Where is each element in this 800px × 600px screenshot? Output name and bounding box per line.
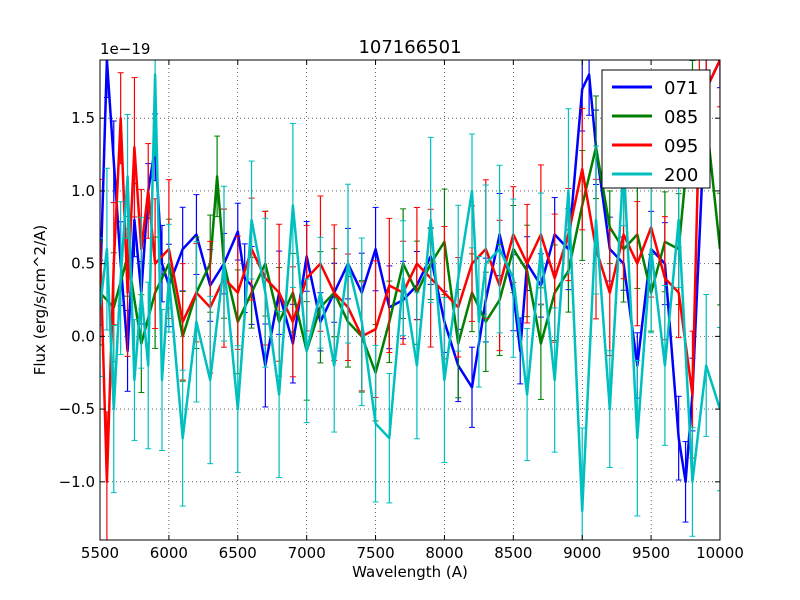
chart-title: 107166501 bbox=[358, 37, 461, 58]
x-tick-label: 10000 bbox=[696, 544, 744, 562]
y-tick-label: −1.0 bbox=[59, 473, 95, 491]
legend-label-200: 200 bbox=[664, 165, 698, 186]
y-scale-label: 1e−19 bbox=[100, 40, 150, 58]
y-tick-label: −0.5 bbox=[59, 400, 95, 418]
y-axis-label: Flux (erg/s/cm^2/A) bbox=[31, 225, 49, 376]
x-tick-label: 7000 bbox=[288, 544, 326, 562]
series-200 bbox=[100, 60, 720, 540]
x-tick-label: 9000 bbox=[563, 544, 601, 562]
legend: 071 085 095 200 bbox=[601, 69, 711, 189]
axis-ticks: 5500 6000 6500 7000 7500 8000 8500 9000 9500 1000… bbox=[59, 60, 744, 562]
x-tick-label: 9500 bbox=[632, 544, 670, 562]
y-tick-label: 1.5 bbox=[71, 109, 95, 127]
y-tick-label: 1.0 bbox=[71, 182, 95, 200]
x-tick-label: 6000 bbox=[150, 544, 188, 562]
legend-label-071: 071 bbox=[664, 78, 698, 99]
legend-box bbox=[601, 69, 711, 189]
x-axis-label: Wavelength (A) bbox=[352, 563, 468, 581]
series-layer bbox=[100, 60, 720, 540]
x-tick-label: 6500 bbox=[219, 544, 257, 562]
legend-label-085: 085 bbox=[664, 107, 698, 128]
x-tick-label: 7500 bbox=[356, 544, 394, 562]
series-line bbox=[100, 73, 720, 513]
y-tick-label: 0.0 bbox=[71, 327, 95, 345]
x-tick-label: 8000 bbox=[425, 544, 463, 562]
y-tick-label: 0.5 bbox=[71, 255, 95, 273]
plot-frame bbox=[99, 59, 721, 541]
legend-label-095: 095 bbox=[664, 136, 698, 157]
x-tick-label: 5500 bbox=[81, 544, 119, 562]
x-tick-label: 8500 bbox=[494, 544, 532, 562]
